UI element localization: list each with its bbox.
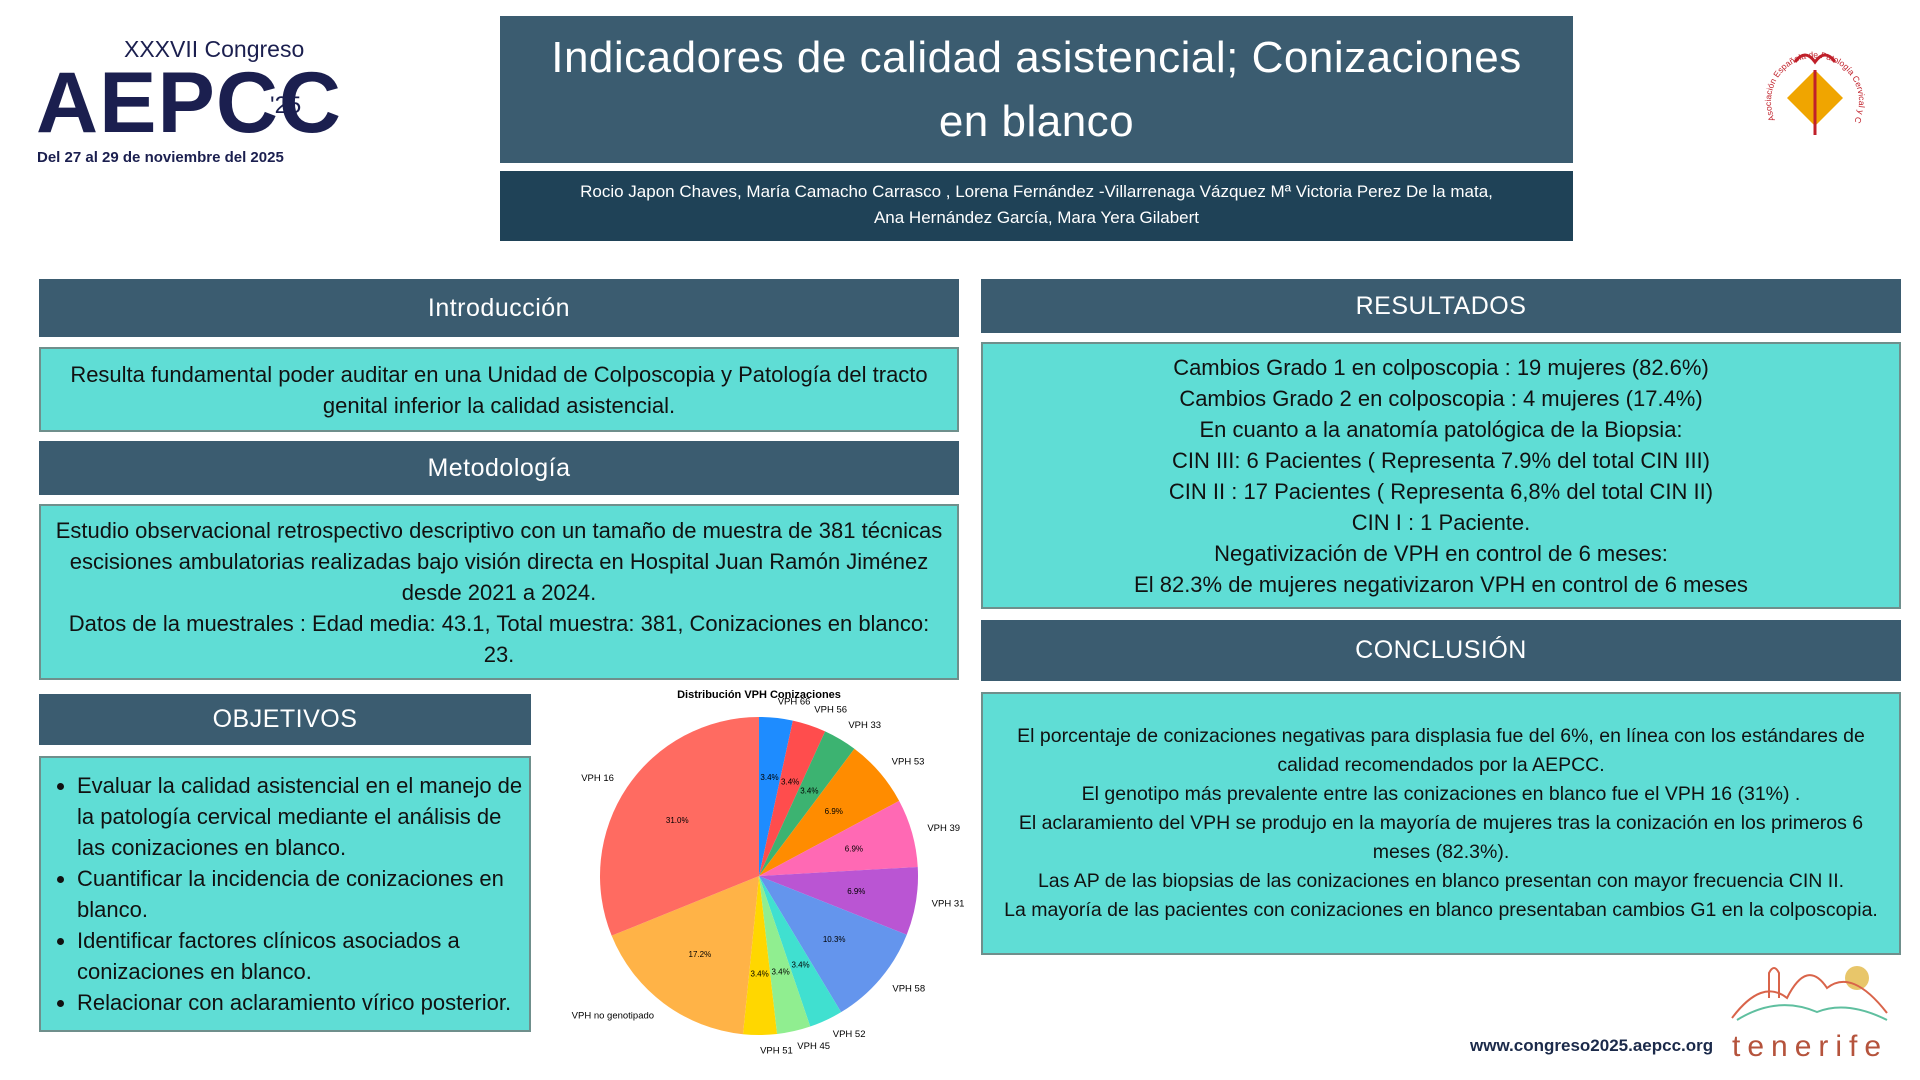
category-label: VPH 66 [778,697,811,708]
pie-chart: Distribución VPH Conizaciones 3.4% VPH 66… [572,689,965,1056]
category-label: VPH 53 [892,757,925,768]
method-line: Datos de la muestrales : Edad media: 43.… [68,610,930,667]
conclusion-line: El aclaramiento del VPH se produjo en la… [1018,812,1864,863]
result-line: En cuanto a la anatomía patológica de la… [1199,416,1683,442]
congress-name: AEPCC [36,55,343,151]
conclusion-box: El porcentaje de conizaciones negativas … [981,692,1901,955]
pie-slice [759,717,793,876]
value-label: 3.4% [800,786,818,795]
hill [1736,1004,1888,1021]
value-label: 6.9% [847,887,865,896]
congress-logo: XXXVII Congreso AEPCC '25 Del 27 al 29 d… [36,36,341,176]
value-label: 17.2% [689,950,712,959]
pie-slice [759,731,855,876]
result-line: Cambios Grado 1 en colposcopia : 19 muje… [1173,354,1709,380]
pie-slice [759,876,842,1027]
footer-place: tenerife [1732,1030,1889,1063]
result-line: CIN I : 1 Paciente. [1351,509,1531,535]
value-label: 10.3% [823,935,846,944]
result-line: El 82.3% de mujeres negativizaron VPH en… [1134,571,1748,597]
category-label: VPH 56 [814,705,847,716]
method-box: Estudio observacional retrospectivo desc… [39,504,959,680]
pie-slice [759,720,826,876]
section-heading: OBJETIVOS [39,694,531,745]
category-label: VPH 31 [932,899,965,910]
tower [1768,967,1780,998]
category-label: VPH 33 [848,720,881,731]
category-label: VPH 52 [833,1029,866,1040]
objectives-box: Evaluar la calidad asistencial en el man… [39,756,531,1032]
objective-item: Cuantificar la incidencia de conizacione… [77,863,525,925]
mountain [1731,974,1888,1019]
society-logo: Asociación Española de Patología Cervica… [1755,40,1867,135]
value-label: 6.9% [825,807,843,816]
pie-slice [611,876,759,1035]
value-label: 6.9% [845,844,863,853]
authors: Rocio Japon Chaves, María Camacho Carras… [500,171,1573,241]
pie-slice [759,876,907,1013]
value-label: 3.4% [760,773,778,782]
value-label: 3.4% [791,960,809,969]
category-label: VPH 39 [927,823,960,834]
objective-item: Relacionar con aclaramiento vírico poste… [77,987,525,1018]
category-label: VPH 16 [581,773,614,784]
conclusion-line: El genotipo más prevalente entre las con… [1081,783,1801,805]
result-line: Cambios Grado 2 en colposcopia : 4 mujer… [1179,385,1703,411]
value-label: 3.4% [771,967,789,976]
chart-title: Distribución VPH Conizaciones [677,689,841,701]
intro-box: Resulta fundamental poder auditar en una… [39,347,959,432]
result-line: CIN II : 17 Pacientes ( Representa 6,8% … [1168,478,1714,504]
logo-ornament [1793,53,1837,65]
value-label: 31.0% [666,816,689,825]
congress-label: XXXVII Congreso [124,36,305,62]
result-line: CIN III: 6 Pacientes ( Representa 7.9% d… [1171,447,1710,473]
results-box: Cambios Grado 1 en colposcopia : 19 muje… [981,342,1901,609]
footer-url: www.congreso2025.aepcc.org [1470,1036,1714,1055]
objectives-list: Evaluar la calidad asistencial en el man… [51,770,525,1018]
congress-year: '25 [270,92,302,119]
section-heading: Introducción [39,279,959,337]
pie-slice [600,717,759,936]
category-label: VPH 45 [797,1041,830,1052]
pie-slice [759,748,900,876]
intro-text: Resulta fundamental poder auditar en una… [70,361,928,418]
category-label: VPH no genotipado [572,1010,654,1021]
method-line: Estudio observacional retrospectivo desc… [55,517,943,605]
value-label: 3.4% [781,778,799,787]
tenerife-art [1731,966,1888,1021]
pie-slice [742,876,778,1035]
section-heading: CONCLUSIÓN [981,620,1901,681]
section-heading: Metodología [39,441,959,495]
pie-slice [759,800,918,876]
objective-item: Evaluar la calidad asistencial en el man… [77,770,525,863]
pie-slice [759,866,918,935]
conclusion-line: La mayoría de las pacientes con conizaci… [1004,899,1878,921]
section-heading: RESULTADOS [981,279,1901,333]
category-label: VPH 58 [892,984,925,995]
conclusion-line: El porcentaje de conizaciones negativas … [1017,725,1865,776]
pie-slice [759,876,811,1034]
title: Indicadores de calidad asistencial; Coni… [500,16,1573,163]
category-label: VPH 51 [760,1045,793,1056]
congress-dates: Del 27 al 29 de noviembre del 2025 [37,149,284,166]
value-label: 3.4% [751,970,769,979]
result-line: Negativización de VPH en control de 6 me… [1214,540,1668,566]
objective-item: Identificar factores clínicos asociados … [77,925,525,987]
conclusion-line: Las AP de las biopsias de las conizacion… [1037,870,1845,892]
